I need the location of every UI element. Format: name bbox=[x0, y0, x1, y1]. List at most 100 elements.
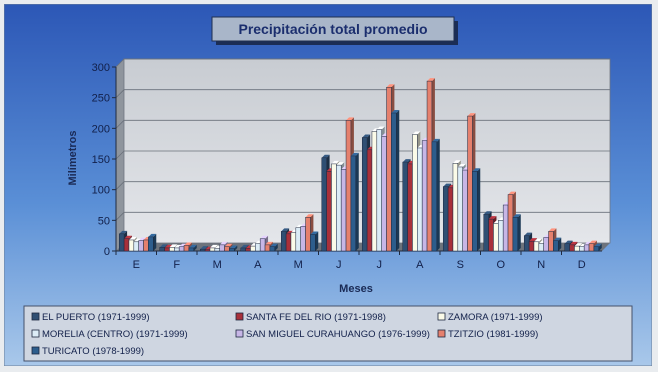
bar-top bbox=[593, 243, 602, 247]
bar-front bbox=[345, 120, 352, 252]
bar bbox=[148, 233, 157, 252]
x-tick-label: F bbox=[173, 259, 180, 271]
bar-top bbox=[164, 244, 173, 248]
bar bbox=[188, 244, 197, 252]
bar-top bbox=[310, 231, 319, 235]
bar-front bbox=[340, 169, 347, 252]
x-axis-label: Meses bbox=[339, 283, 373, 295]
legend-item: SAN MIGUEL CURAHUANGO (1976-1999) bbox=[235, 329, 430, 340]
bar-front bbox=[305, 217, 311, 252]
bar-front bbox=[280, 231, 287, 252]
legend-swatch bbox=[437, 329, 446, 338]
bar-front bbox=[366, 149, 373, 252]
bar-front bbox=[412, 134, 418, 252]
bar-top bbox=[362, 134, 371, 138]
bar-top bbox=[508, 191, 516, 195]
bar-front bbox=[295, 227, 301, 252]
x-tick-label: S bbox=[457, 259, 464, 271]
bar-front bbox=[219, 244, 225, 252]
bar-top bbox=[350, 152, 359, 156]
bar-front bbox=[209, 247, 216, 252]
bar-top bbox=[529, 238, 537, 242]
bar-front bbox=[538, 243, 544, 252]
bar-front bbox=[229, 248, 235, 252]
bar-front bbox=[245, 248, 251, 252]
bar-top bbox=[589, 240, 597, 244]
legend-swatch bbox=[437, 312, 446, 321]
bar-top bbox=[564, 240, 573, 244]
bar-front bbox=[331, 163, 337, 252]
x-tick-label: D bbox=[578, 259, 586, 271]
bar-front bbox=[128, 239, 135, 252]
bar-front bbox=[269, 246, 276, 252]
legend-swatch bbox=[235, 312, 244, 321]
bar-front bbox=[472, 171, 478, 252]
bar-front bbox=[512, 217, 519, 252]
bar-front bbox=[548, 231, 554, 252]
bar-top bbox=[159, 244, 168, 248]
bar-side bbox=[477, 168, 481, 251]
bar-top bbox=[512, 214, 521, 218]
bar-front bbox=[164, 247, 170, 252]
bar-front bbox=[402, 161, 408, 252]
bar-top bbox=[138, 237, 147, 241]
legend-label: EL PUERTO (1971-1999) bbox=[42, 312, 150, 323]
bar-top bbox=[336, 162, 345, 166]
bar-top bbox=[265, 241, 273, 245]
bar-front bbox=[502, 204, 509, 252]
precipitation-chart: Precipitación total promedio 0 50 100 150 20… bbox=[3, 3, 653, 367]
x-tick-label: M bbox=[294, 259, 303, 271]
bar-top bbox=[219, 241, 228, 245]
bar-front bbox=[123, 238, 130, 252]
legend-label: TZITZIO (1981-1999) bbox=[448, 329, 538, 340]
legend-item: TURICATO (1978-1999) bbox=[31, 346, 144, 357]
bar-top bbox=[331, 160, 340, 164]
x-tick-label: N bbox=[537, 259, 545, 271]
bar-top bbox=[229, 245, 238, 249]
bar-top bbox=[483, 211, 492, 215]
bar-top bbox=[224, 243, 233, 247]
bar-front bbox=[553, 240, 559, 252]
bar bbox=[553, 237, 562, 252]
y-tick-label: 0 bbox=[104, 246, 110, 258]
legend-label: SAN MIGUEL CURAHUANGO (1976-1999) bbox=[246, 329, 430, 340]
bar-front bbox=[199, 248, 206, 252]
bar-front bbox=[498, 220, 504, 252]
bar-top bbox=[548, 228, 557, 232]
bar-front bbox=[336, 164, 342, 252]
legend-item: ZAMORA (1971-1999) bbox=[437, 312, 543, 323]
chart-frame: Precipitación total promedio 0 50 100 150 20… bbox=[3, 3, 653, 367]
bar-front bbox=[148, 236, 154, 252]
bar-front bbox=[579, 246, 585, 252]
x-tick-label: A bbox=[254, 259, 262, 271]
grid-line bbox=[115, 119, 610, 129]
bar-top bbox=[412, 131, 421, 135]
bar-front bbox=[483, 213, 489, 252]
y-tick-label: 200 bbox=[92, 123, 110, 135]
grid-line bbox=[115, 181, 610, 190]
bar-side bbox=[234, 245, 238, 251]
bar-front bbox=[493, 223, 499, 252]
bar bbox=[269, 243, 278, 252]
bar-top bbox=[376, 126, 385, 130]
bar-front bbox=[250, 245, 256, 252]
bar-front bbox=[326, 171, 332, 252]
bar-front bbox=[386, 86, 392, 252]
bar-front bbox=[421, 140, 428, 252]
bar-front bbox=[574, 245, 580, 252]
bar-top bbox=[184, 242, 192, 246]
legend-item: TZITZIO (1981-1999) bbox=[437, 329, 538, 340]
bar-top bbox=[188, 244, 197, 248]
bar-front bbox=[442, 186, 449, 252]
legend-label: ZAMORA (1971-1999) bbox=[448, 312, 543, 323]
bar-top bbox=[209, 244, 218, 248]
bar-top bbox=[431, 138, 440, 142]
bar-top bbox=[524, 232, 533, 236]
bar-front bbox=[255, 243, 261, 252]
legend-item: MORELIA (CENTRO) (1971-1999) bbox=[31, 329, 188, 340]
bar-top bbox=[472, 168, 481, 172]
title-box-fill bbox=[211, 16, 455, 42]
bar-side bbox=[274, 243, 278, 251]
